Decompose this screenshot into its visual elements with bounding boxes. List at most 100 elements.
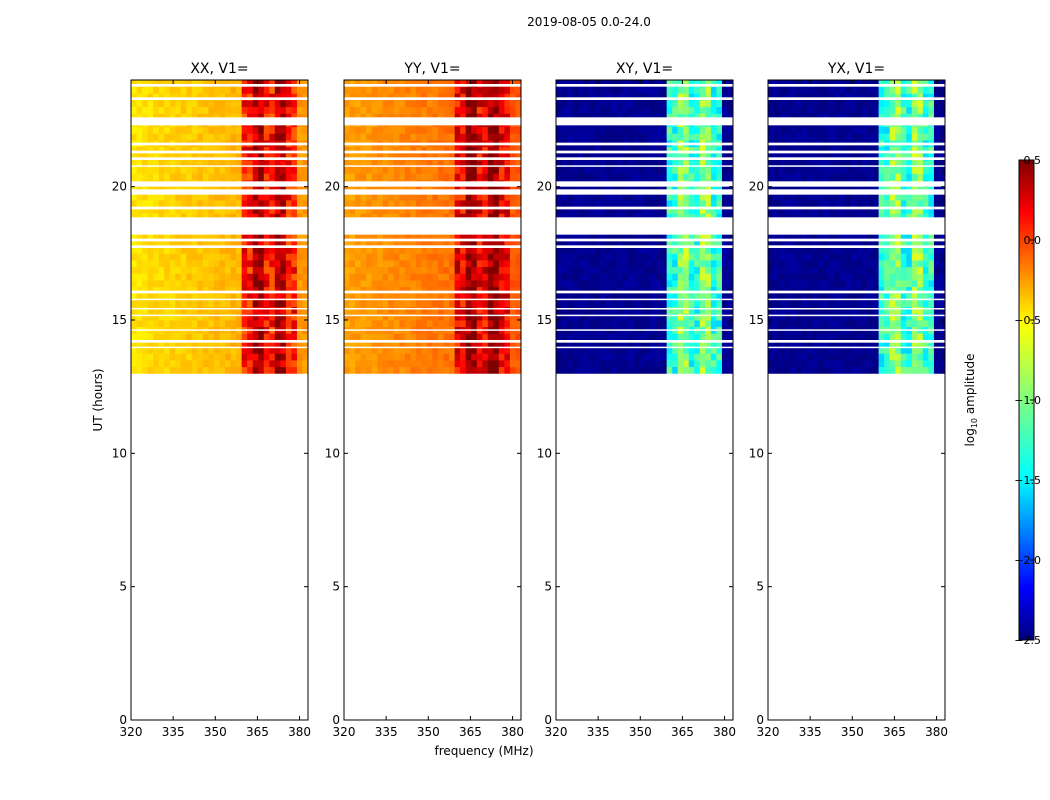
heatmap-cell	[355, 306, 361, 314]
heatmap-cell	[186, 126, 193, 134]
heatmap-cell	[142, 133, 148, 141]
heatmap-cell	[616, 280, 623, 288]
heatmap-xx	[131, 80, 309, 374]
heatmap-cell	[180, 240, 187, 248]
heatmap-cell	[710, 193, 717, 201]
heatmap-cell	[493, 333, 500, 341]
heatmap-cell	[795, 366, 802, 374]
heatmap-cell	[633, 166, 640, 174]
heatmap-cell	[438, 346, 444, 354]
heatmap-cell	[900, 360, 907, 368]
heatmap-cell	[873, 293, 880, 301]
heatmap-cell	[399, 160, 406, 168]
heatmap-cell	[388, 260, 395, 268]
heatmap-cell	[605, 233, 612, 241]
heatmap-cell	[683, 280, 690, 288]
heatmap-cell	[421, 146, 428, 154]
heatmap-cell	[175, 280, 182, 288]
heatmap-cell	[589, 306, 596, 314]
heatmap-cell	[208, 366, 215, 374]
heatmap-cell	[382, 266, 389, 274]
heatmap-cell	[806, 306, 813, 314]
heatmap-cell	[661, 346, 668, 354]
heatmap-cell	[878, 306, 885, 314]
heatmap-cell	[410, 126, 417, 134]
heatmap-cell	[839, 306, 846, 314]
heatmap-cell	[627, 340, 634, 348]
heatmap-cell	[399, 240, 406, 248]
heatmap-cell	[699, 100, 706, 108]
heatmap-cell	[360, 206, 367, 214]
heatmap-cell	[213, 193, 220, 201]
heatmap-cell	[873, 333, 880, 341]
heatmap-cell	[644, 146, 651, 154]
heatmap-cell	[476, 100, 483, 108]
heatmap-cell	[432, 206, 439, 214]
heatmap-cell	[482, 126, 489, 134]
heatmap-cell	[443, 246, 450, 254]
heatmap-cell	[349, 300, 356, 308]
heatmap-cell	[252, 206, 259, 214]
heatmap-cell	[258, 233, 265, 241]
data-gap	[131, 245, 308, 248]
heatmap-cell	[388, 353, 395, 361]
heatmap-cell	[377, 313, 384, 321]
heatmap-cell	[622, 133, 629, 141]
heatmap-cell	[202, 240, 209, 248]
heatmap-cell	[230, 260, 237, 268]
heatmap-cell	[136, 166, 143, 174]
heatmap-cell	[688, 146, 695, 154]
heatmap-cell	[572, 80, 579, 88]
heatmap-cell	[605, 80, 612, 88]
heatmap-yy	[344, 80, 522, 374]
heatmap-cell	[683, 146, 690, 154]
heatmap-cell	[699, 246, 706, 254]
heatmap-cell	[175, 240, 182, 248]
heatmap-cell	[498, 126, 505, 134]
heatmap-cell	[355, 193, 361, 201]
heatmap-cell	[355, 86, 361, 94]
heatmap-cell	[572, 246, 579, 254]
heatmap-cell	[572, 193, 579, 201]
heatmap-cell	[889, 306, 896, 314]
heatmap-cell	[710, 146, 717, 154]
heatmap-cell	[438, 253, 444, 261]
heatmap-cell	[567, 320, 573, 328]
heatmap-cell	[344, 206, 350, 214]
heatmap-cell	[371, 173, 378, 181]
heatmap-cell	[638, 126, 645, 134]
heatmap-cell	[572, 153, 579, 161]
heatmap-cell	[688, 346, 695, 354]
heatmap-cell	[605, 300, 612, 308]
heatmap-cell	[556, 80, 562, 88]
heatmap-cell	[371, 146, 378, 154]
heatmap-cell	[252, 200, 259, 208]
heatmap-cell	[933, 266, 940, 274]
heatmap-cell	[302, 200, 309, 208]
heatmap-cell	[795, 246, 802, 254]
x-tick-label: 320	[333, 725, 356, 739]
heatmap-cell	[633, 306, 640, 314]
heatmap-cell	[705, 153, 712, 161]
heatmap-cell	[454, 93, 461, 101]
heatmap-cell	[164, 113, 171, 121]
heatmap-cell	[197, 306, 204, 314]
data-gap	[344, 346, 521, 349]
heatmap-cell	[727, 260, 734, 268]
heatmap-cell	[939, 280, 946, 288]
heatmap-cell	[285, 273, 292, 281]
heatmap-cell	[556, 306, 562, 314]
heatmap-cell	[269, 240, 276, 248]
heatmap-cell	[291, 86, 298, 94]
heatmap-cell	[213, 366, 220, 374]
heatmap-cell	[252, 160, 259, 168]
heatmap-cell	[225, 93, 231, 101]
heatmap-cell	[911, 346, 918, 354]
heatmap-cell	[449, 280, 456, 288]
heatmap-cell	[274, 160, 281, 168]
heatmap-cell	[274, 353, 281, 361]
heatmap-cell	[393, 166, 400, 174]
heatmap-cell	[493, 286, 500, 294]
heatmap-cell	[498, 193, 505, 201]
heatmap-cell	[158, 213, 165, 221]
